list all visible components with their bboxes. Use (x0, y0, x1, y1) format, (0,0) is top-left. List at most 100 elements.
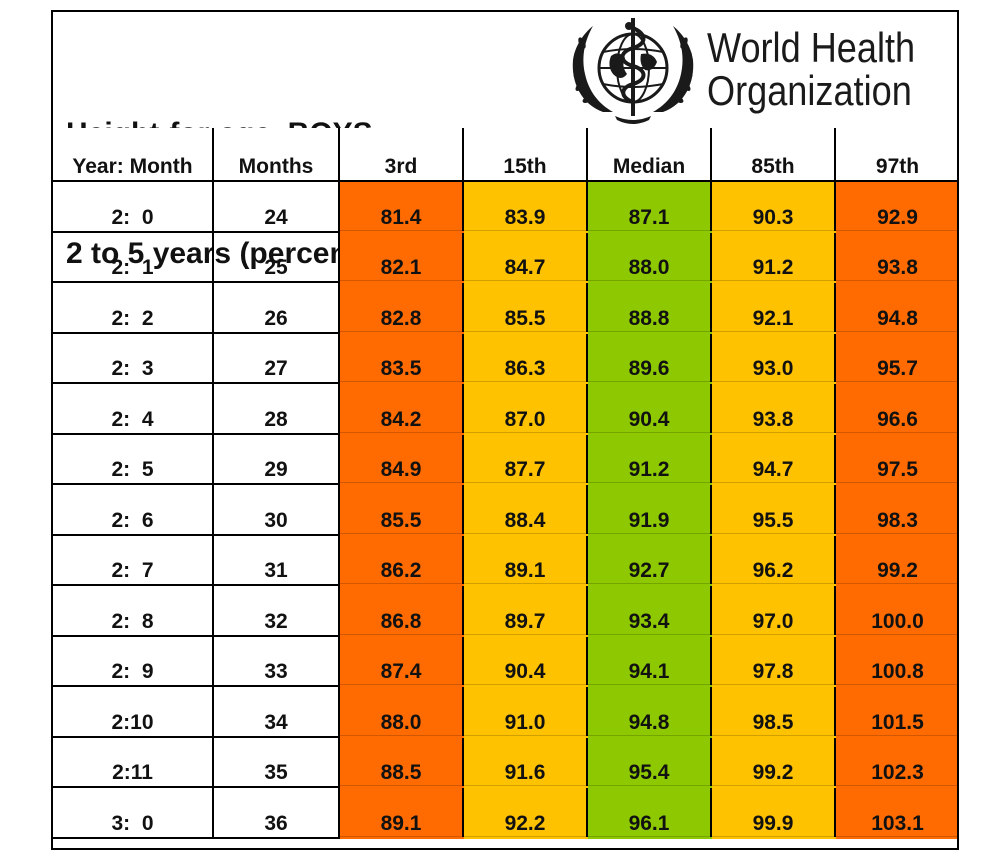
cell-median: 92.7 (586, 534, 712, 586)
cell-15th: 91.0 (462, 686, 588, 738)
cell-median: 89.6 (586, 332, 712, 384)
cell-15th: 85.5 (462, 282, 588, 334)
cell-months: 30 (212, 484, 340, 536)
cell-15th: 88.4 (462, 484, 588, 536)
cell-months: 31 (212, 534, 340, 586)
org-name-line-2: Organization (707, 67, 912, 114)
cell-months: 24 (212, 181, 340, 233)
cell-median: 96.1 (586, 787, 712, 839)
cell-3rd: 82.1 (338, 231, 464, 283)
cell-median: 93.4 (586, 585, 712, 637)
cell-months: 33 (212, 635, 340, 687)
cell-months: 32 (212, 585, 340, 637)
table-row: 2: 5 29 84.9 87.7 91.2 94.7 97.5 (53, 433, 957, 485)
cell-median: 91.2 (586, 433, 712, 485)
cell-97th: 94.8 (834, 282, 957, 334)
cell-year-month: 2: 3 (53, 332, 214, 384)
cell-3rd: 84.2 (338, 383, 464, 435)
table-row: 2:11 35 88.5 91.6 95.4 99.2 102.3 (53, 736, 957, 788)
cell-year-month: 2: 5 (53, 433, 214, 485)
cell-median: 87.1 (586, 181, 712, 233)
cell-97th: 93.8 (834, 231, 957, 283)
cell-85th: 96.2 (710, 534, 836, 586)
table-header-row: Year: Month Months 3rd 15th Median 85th … (53, 128, 957, 182)
cell-15th: 91.6 (462, 736, 588, 788)
cell-months: 35 (212, 736, 340, 788)
cell-median: 95.4 (586, 736, 712, 788)
cell-85th: 91.2 (710, 231, 836, 283)
cell-months: 36 (212, 787, 340, 839)
cell-3rd: 87.4 (338, 635, 464, 687)
cell-year-month: 2: 6 (53, 484, 214, 536)
column-header-15th: 15th (462, 128, 588, 182)
cell-97th: 97.5 (834, 433, 957, 485)
cell-85th: 92.1 (710, 282, 836, 334)
cell-3rd: 84.9 (338, 433, 464, 485)
cell-97th: 100.8 (834, 635, 957, 687)
cell-3rd: 88.0 (338, 686, 464, 738)
cell-months: 27 (212, 332, 340, 384)
cell-3rd: 81.4 (338, 181, 464, 233)
cell-97th: 96.6 (834, 383, 957, 435)
column-header-year-month: Year: Month (53, 128, 214, 182)
cell-3rd: 89.1 (338, 787, 464, 839)
column-header-months: Months (212, 128, 340, 182)
table-row: 2:10 34 88.0 91.0 94.8 98.5 101.5 (53, 686, 957, 738)
table-row: 2: 4 28 84.2 87.0 90.4 93.8 96.6 (53, 383, 957, 435)
table-row: 3: 0 36 89.1 92.2 96.1 99.9 103.1 (53, 787, 957, 839)
cell-15th: 87.0 (462, 383, 588, 435)
cell-year-month: 2: 4 (53, 383, 214, 435)
cell-97th: 98.3 (834, 484, 957, 536)
cell-year-month: 3: 0 (53, 787, 214, 839)
cell-85th: 90.3 (710, 181, 836, 233)
cell-85th: 97.8 (710, 635, 836, 687)
table-row: 2: 8 32 86.8 89.7 93.4 97.0 100.0 (53, 585, 957, 637)
table-body: 2: 0 24 81.4 83.9 87.1 90.3 92.9 2: 1 25 82.1 84.7… (53, 181, 957, 839)
table-row: 2: 0 24 81.4 83.9 87.1 90.3 92.9 (53, 181, 957, 233)
cell-97th: 92.9 (834, 181, 957, 233)
cell-85th: 98.5 (710, 686, 836, 738)
cell-3rd: 85.5 (338, 484, 464, 536)
cell-15th: 84.7 (462, 231, 588, 283)
table-row: 2: 3 27 83.5 86.3 89.6 93.0 95.7 (53, 332, 957, 384)
table-row: 2: 1 25 82.1 84.7 88.0 91.2 93.8 (53, 231, 957, 283)
cell-97th: 102.3 (834, 736, 957, 788)
cell-year-month: 2: 2 (53, 282, 214, 334)
cell-97th: 95.7 (834, 332, 957, 384)
cell-year-month: 2:11 (53, 736, 214, 788)
percentile-table: Year: Month Months 3rd 15th Median 85th … (53, 128, 957, 839)
cell-85th: 97.0 (710, 585, 836, 637)
cell-months: 26 (212, 282, 340, 334)
cell-3rd: 86.8 (338, 585, 464, 637)
cell-median: 94.1 (586, 635, 712, 687)
cell-85th: 93.0 (710, 332, 836, 384)
cell-15th: 92.2 (462, 787, 588, 839)
cell-85th: 99.9 (710, 787, 836, 839)
column-header-3rd: 3rd (338, 128, 464, 182)
cell-97th: 99.2 (834, 534, 957, 586)
cell-year-month: 2:10 (53, 686, 214, 738)
cell-15th: 90.4 (462, 635, 588, 687)
cell-15th: 89.7 (462, 585, 588, 637)
cell-85th: 99.2 (710, 736, 836, 788)
org-name-line-1: World Health (707, 24, 916, 71)
cell-3rd: 86.2 (338, 534, 464, 586)
table-row: 2: 7 31 86.2 89.1 92.7 96.2 99.2 (53, 534, 957, 586)
cell-median: 90.4 (586, 383, 712, 435)
cell-85th: 94.7 (710, 433, 836, 485)
cell-year-month: 2: 7 (53, 534, 214, 586)
cell-3rd: 88.5 (338, 736, 464, 788)
table-row: 2: 2 26 82.8 85.5 88.8 92.1 94.8 (53, 282, 957, 334)
column-header-85th: 85th (710, 128, 836, 182)
cell-97th: 101.5 (834, 686, 957, 738)
cell-15th: 83.9 (462, 181, 588, 233)
document-header: Height-for-age BOYS 2 to 5 years (percen… (53, 12, 957, 270)
cell-85th: 95.5 (710, 484, 836, 536)
cell-months: 34 (212, 686, 340, 738)
column-header-median: Median (586, 128, 712, 182)
table-row: 2: 9 33 87.4 90.4 94.1 97.8 100.8 (53, 635, 957, 687)
organization-name: World Health Organization (707, 26, 915, 112)
cell-median: 94.8 (586, 686, 712, 738)
cell-15th: 87.7 (462, 433, 588, 485)
cell-97th: 103.1 (834, 787, 957, 839)
